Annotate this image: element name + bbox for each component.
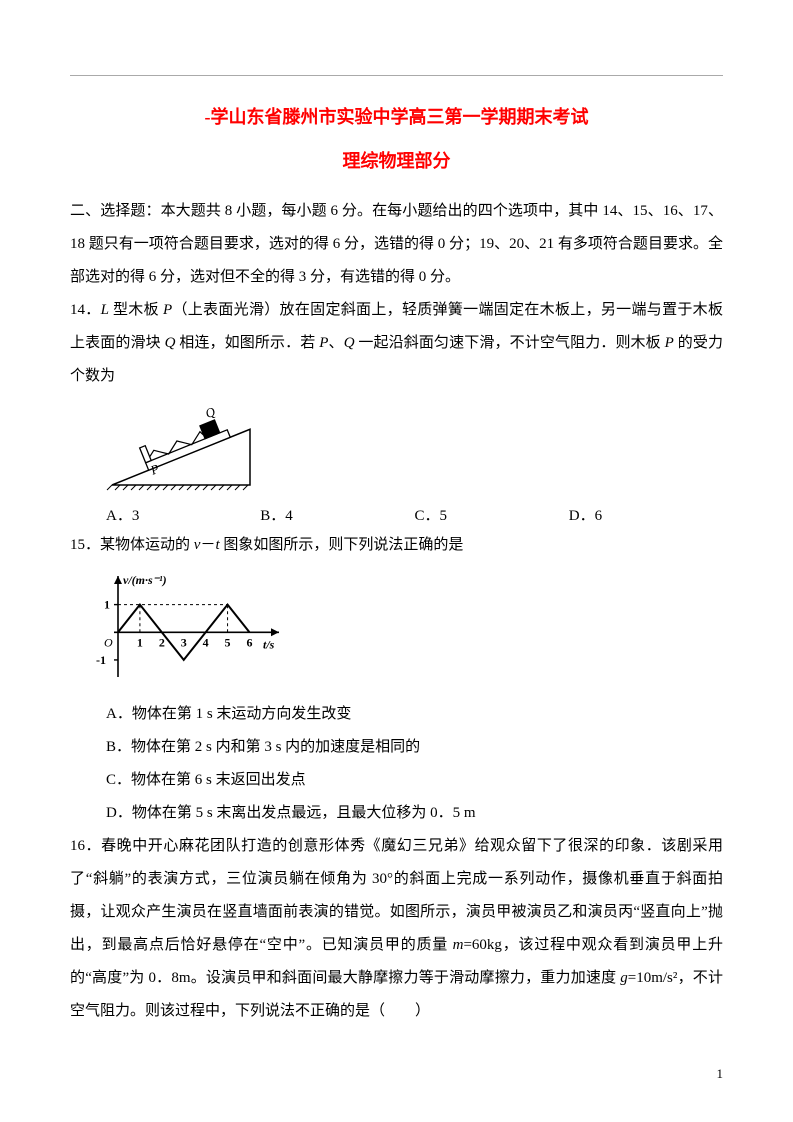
- q14-option-a: A．3: [106, 504, 260, 525]
- svg-text:O: O: [104, 635, 113, 649]
- q14-options: A．3 B．4 C．5 D．6: [70, 504, 723, 525]
- top-rule: [70, 75, 723, 76]
- svg-text:2: 2: [159, 635, 165, 649]
- q15-chart: v/(m·s⁻¹) t/s O 1 2 3 4 5 6 -1 1: [90, 570, 723, 690]
- q16-stem: 16．春晚中开心麻花团队打造的创意形体秀《魔幻三兄弟》给观众留下了很深的印象．该…: [70, 830, 723, 1028]
- q16-g: g: [620, 970, 628, 986]
- svg-text:-1: -1: [96, 653, 106, 667]
- q16-m: m: [453, 937, 464, 953]
- svg-text:t/s: t/s: [263, 637, 275, 651]
- q15-stem: 15．某物体运动的 v－t 图象如图所示，则下列说法正确的是: [70, 529, 723, 562]
- q14-L: L: [101, 302, 109, 318]
- q14-stem: 14．L 型木板 P（上表面光滑）放在固定斜面上，轻质弹簧一端固定在木板上，另一…: [70, 294, 723, 393]
- q15-option-b: B．物体在第 2 s 内和第 3 s 内的加速度是相同的: [70, 731, 723, 764]
- svg-text:4: 4: [203, 635, 209, 649]
- q14-P1: P: [163, 302, 172, 318]
- q14-Q2: Q: [344, 335, 355, 351]
- svg-text:1: 1: [104, 598, 110, 612]
- svg-text:5: 5: [225, 635, 231, 649]
- section-intro: 二、选择题：本大题共 8 小题，每小题 6 分。在每小题给出的四个选项中，其中 …: [70, 195, 723, 294]
- svg-text:6: 6: [246, 635, 252, 649]
- svg-text:3: 3: [181, 635, 187, 649]
- q14-option-d: D．6: [569, 504, 723, 525]
- q15-option-d: D．物体在第 5 s 末离出发点最远，且最大位移为 0．5 m: [70, 797, 723, 830]
- q14-P3: P: [665, 335, 674, 351]
- doc-title-line2: 理综物理部分: [70, 147, 723, 173]
- doc-title-line1: -学山东省滕州市实验中学高三第一学期期末考试: [70, 103, 723, 129]
- q14-num: 14．: [70, 302, 101, 318]
- svg-text:Q: Q: [203, 403, 218, 421]
- q15-option-a: A．物体在第 1 s 末运动方向发生改变: [70, 698, 723, 731]
- q14-option-b: B．4: [260, 504, 414, 525]
- q14-option-c: C．5: [415, 504, 569, 525]
- svg-text:v/(m·s⁻¹): v/(m·s⁻¹): [123, 573, 167, 587]
- q15-option-c: C．物体在第 6 s 末返回出发点: [70, 764, 723, 797]
- page-number: 1: [717, 1066, 724, 1082]
- q14-Q1: Q: [165, 335, 176, 351]
- q14-diagram: PQ: [106, 401, 723, 496]
- svg-text:1: 1: [137, 635, 143, 649]
